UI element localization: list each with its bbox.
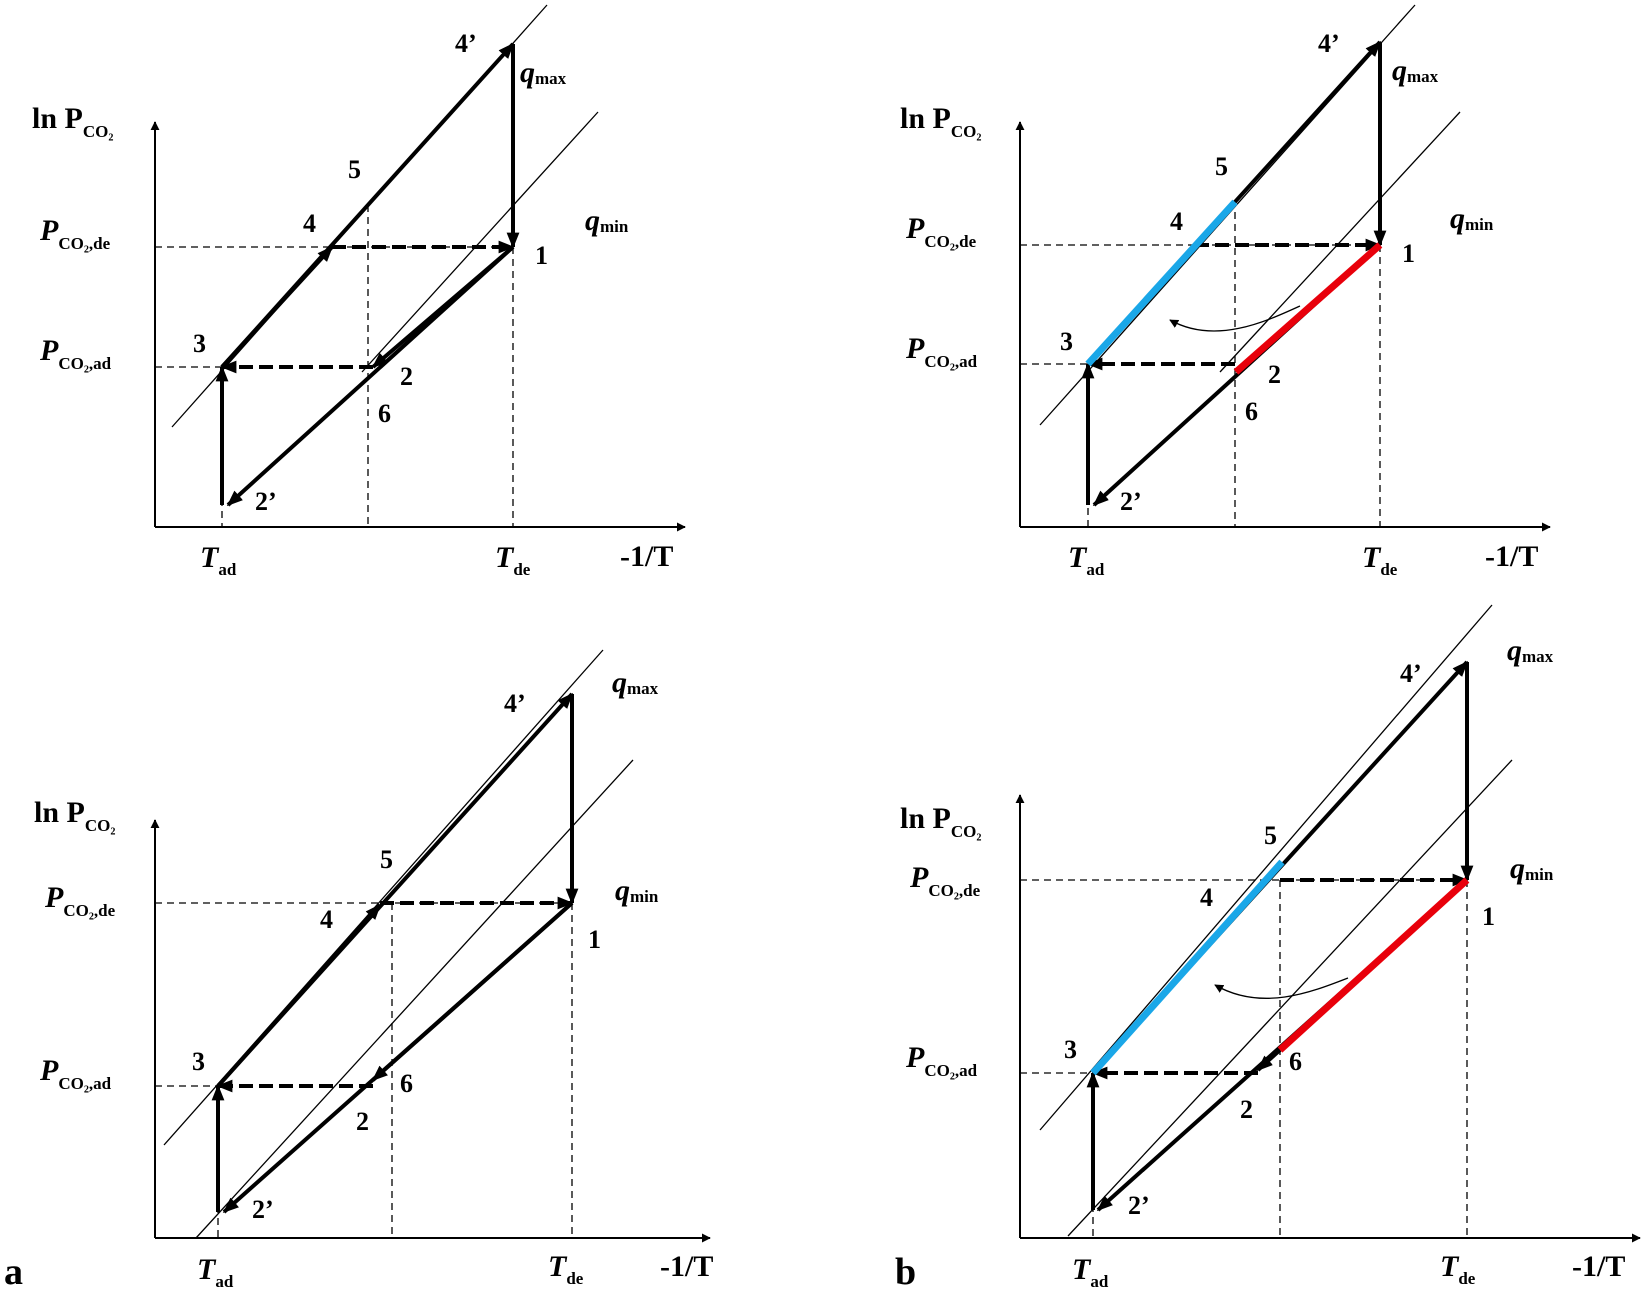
q-max-label: qmax <box>612 666 659 699</box>
point-1: 1 <box>588 925 601 954</box>
point-6: 6 <box>1289 1047 1302 1076</box>
heat-sink-segment <box>1085 199 1238 367</box>
q-min-label: qmin <box>615 874 659 907</box>
point-4-prime: 4’ <box>455 29 477 58</box>
point-6: 6 <box>400 1069 413 1098</box>
point-2-prime: 2’ <box>1128 1191 1150 1220</box>
isostere-q-min <box>195 759 634 1239</box>
point-4-prime: 4’ <box>504 689 526 718</box>
point-1: 1 <box>1482 902 1495 931</box>
t-ad-label: Tad <box>1072 1253 1109 1290</box>
point-2-prime: 2’ <box>252 1195 274 1224</box>
point-5: 5 <box>1215 152 1228 181</box>
point-2-prime: 2’ <box>255 487 277 516</box>
t-ad-label: Tad <box>200 541 237 579</box>
panel-bottom-left: ln PCO₂ PCO₂,de PCO₂,ad Tad Tde -1/T qma… <box>34 649 713 1290</box>
point-2: 2 <box>400 362 413 391</box>
q-min-label: qmin <box>1510 852 1554 885</box>
heat-source-segment <box>1233 242 1383 375</box>
heat-recovery-arrow <box>1214 977 1349 999</box>
t-ad-label: Tad <box>1068 541 1105 579</box>
path-1-2p <box>226 245 515 507</box>
point-4: 4 <box>303 209 316 238</box>
t-ad-label: Tad <box>197 1253 234 1290</box>
isostere-q-min <box>1067 759 1513 1237</box>
p-de-label: PCO₂,de <box>905 212 977 251</box>
p-ad-label: PCO₂,ad <box>39 1054 112 1093</box>
point-5: 5 <box>1264 821 1277 850</box>
q-max-label: qmax <box>1392 54 1439 87</box>
y-axis-label: ln PCO₂ <box>900 102 981 141</box>
point-5: 5 <box>348 155 361 184</box>
p-ad-label: PCO₂,ad <box>905 1041 978 1080</box>
t-de-label: Tde <box>548 1250 584 1288</box>
point-6: 6 <box>1245 397 1258 426</box>
q-max-label: qmax <box>1507 634 1554 667</box>
point-4: 4 <box>1170 207 1183 236</box>
isostere-q-min <box>1219 111 1461 373</box>
point-3: 3 <box>1064 1035 1077 1064</box>
point-2: 2 <box>1268 360 1281 389</box>
panel-bottom-right: ln PCO₂ PCO₂,de PCO₂,ad Tad Tde -1/T qma… <box>900 604 1641 1290</box>
panel-letter-a: a <box>4 1251 23 1290</box>
isostere-q-max <box>1039 604 1493 1131</box>
t-de-label: Tde <box>1362 541 1398 579</box>
point-3: 3 <box>193 329 206 358</box>
t-de-label: Tde <box>1440 1250 1476 1288</box>
heat-sink-segment <box>1090 859 1285 1076</box>
path-3-4p <box>220 42 515 369</box>
point-4: 4 <box>320 905 333 934</box>
x-axis-label: -1/T <box>660 1250 713 1283</box>
point-1: 1 <box>535 241 548 270</box>
point-2: 2 <box>356 1107 369 1136</box>
point-6: 6 <box>378 399 391 428</box>
x-axis-label: -1/T <box>1485 540 1538 573</box>
p-de-label: PCO₂,de <box>39 214 111 253</box>
q-min-label: qmin <box>585 204 629 237</box>
p-ad-label: PCO₂,ad <box>39 334 112 373</box>
point-3: 3 <box>192 1047 205 1076</box>
path-1-2 <box>371 901 574 1082</box>
y-axis-label: ln PCO₂ <box>34 796 115 835</box>
path-3-4 <box>216 903 382 1088</box>
panel-letter-b: b <box>895 1251 916 1290</box>
panel-top-right: ln PCO₂ PCO₂,de PCO₂,ad Tad Tde -1/T qma… <box>900 4 1551 579</box>
point-4: 4 <box>1200 883 1213 912</box>
point-1: 1 <box>1402 239 1415 268</box>
panel-top-left: ln PCO₂ PCO₂,de PCO₂,ad Tad Tde -1/T qma… <box>32 4 686 579</box>
point-2-prime: 2’ <box>1120 487 1142 516</box>
p-de-label: PCO₂,de <box>909 861 981 900</box>
p-de-label: PCO₂,de <box>44 881 116 920</box>
isostere-q-min <box>361 111 599 373</box>
heat-source-segment <box>1277 877 1470 1053</box>
y-axis-label: ln PCO₂ <box>900 802 981 841</box>
point-4-prime: 4’ <box>1318 29 1340 58</box>
x-axis-label: -1/T <box>620 540 673 573</box>
heat-recovery-arrow <box>1169 305 1301 332</box>
point-5: 5 <box>380 845 393 874</box>
point-3: 3 <box>1060 327 1073 356</box>
t-de-label: Tde <box>495 541 531 579</box>
point-2: 2 <box>1240 1095 1253 1124</box>
point-4-prime: 4’ <box>1400 659 1422 688</box>
x-axis-label: -1/T <box>1572 1250 1625 1283</box>
p-ad-label: PCO₂,ad <box>905 332 978 371</box>
q-min-label: qmin <box>1450 202 1494 235</box>
y-axis-label: ln PCO₂ <box>32 102 113 141</box>
q-max-label: qmax <box>520 56 567 89</box>
path-6-2 <box>1256 1048 1282 1072</box>
